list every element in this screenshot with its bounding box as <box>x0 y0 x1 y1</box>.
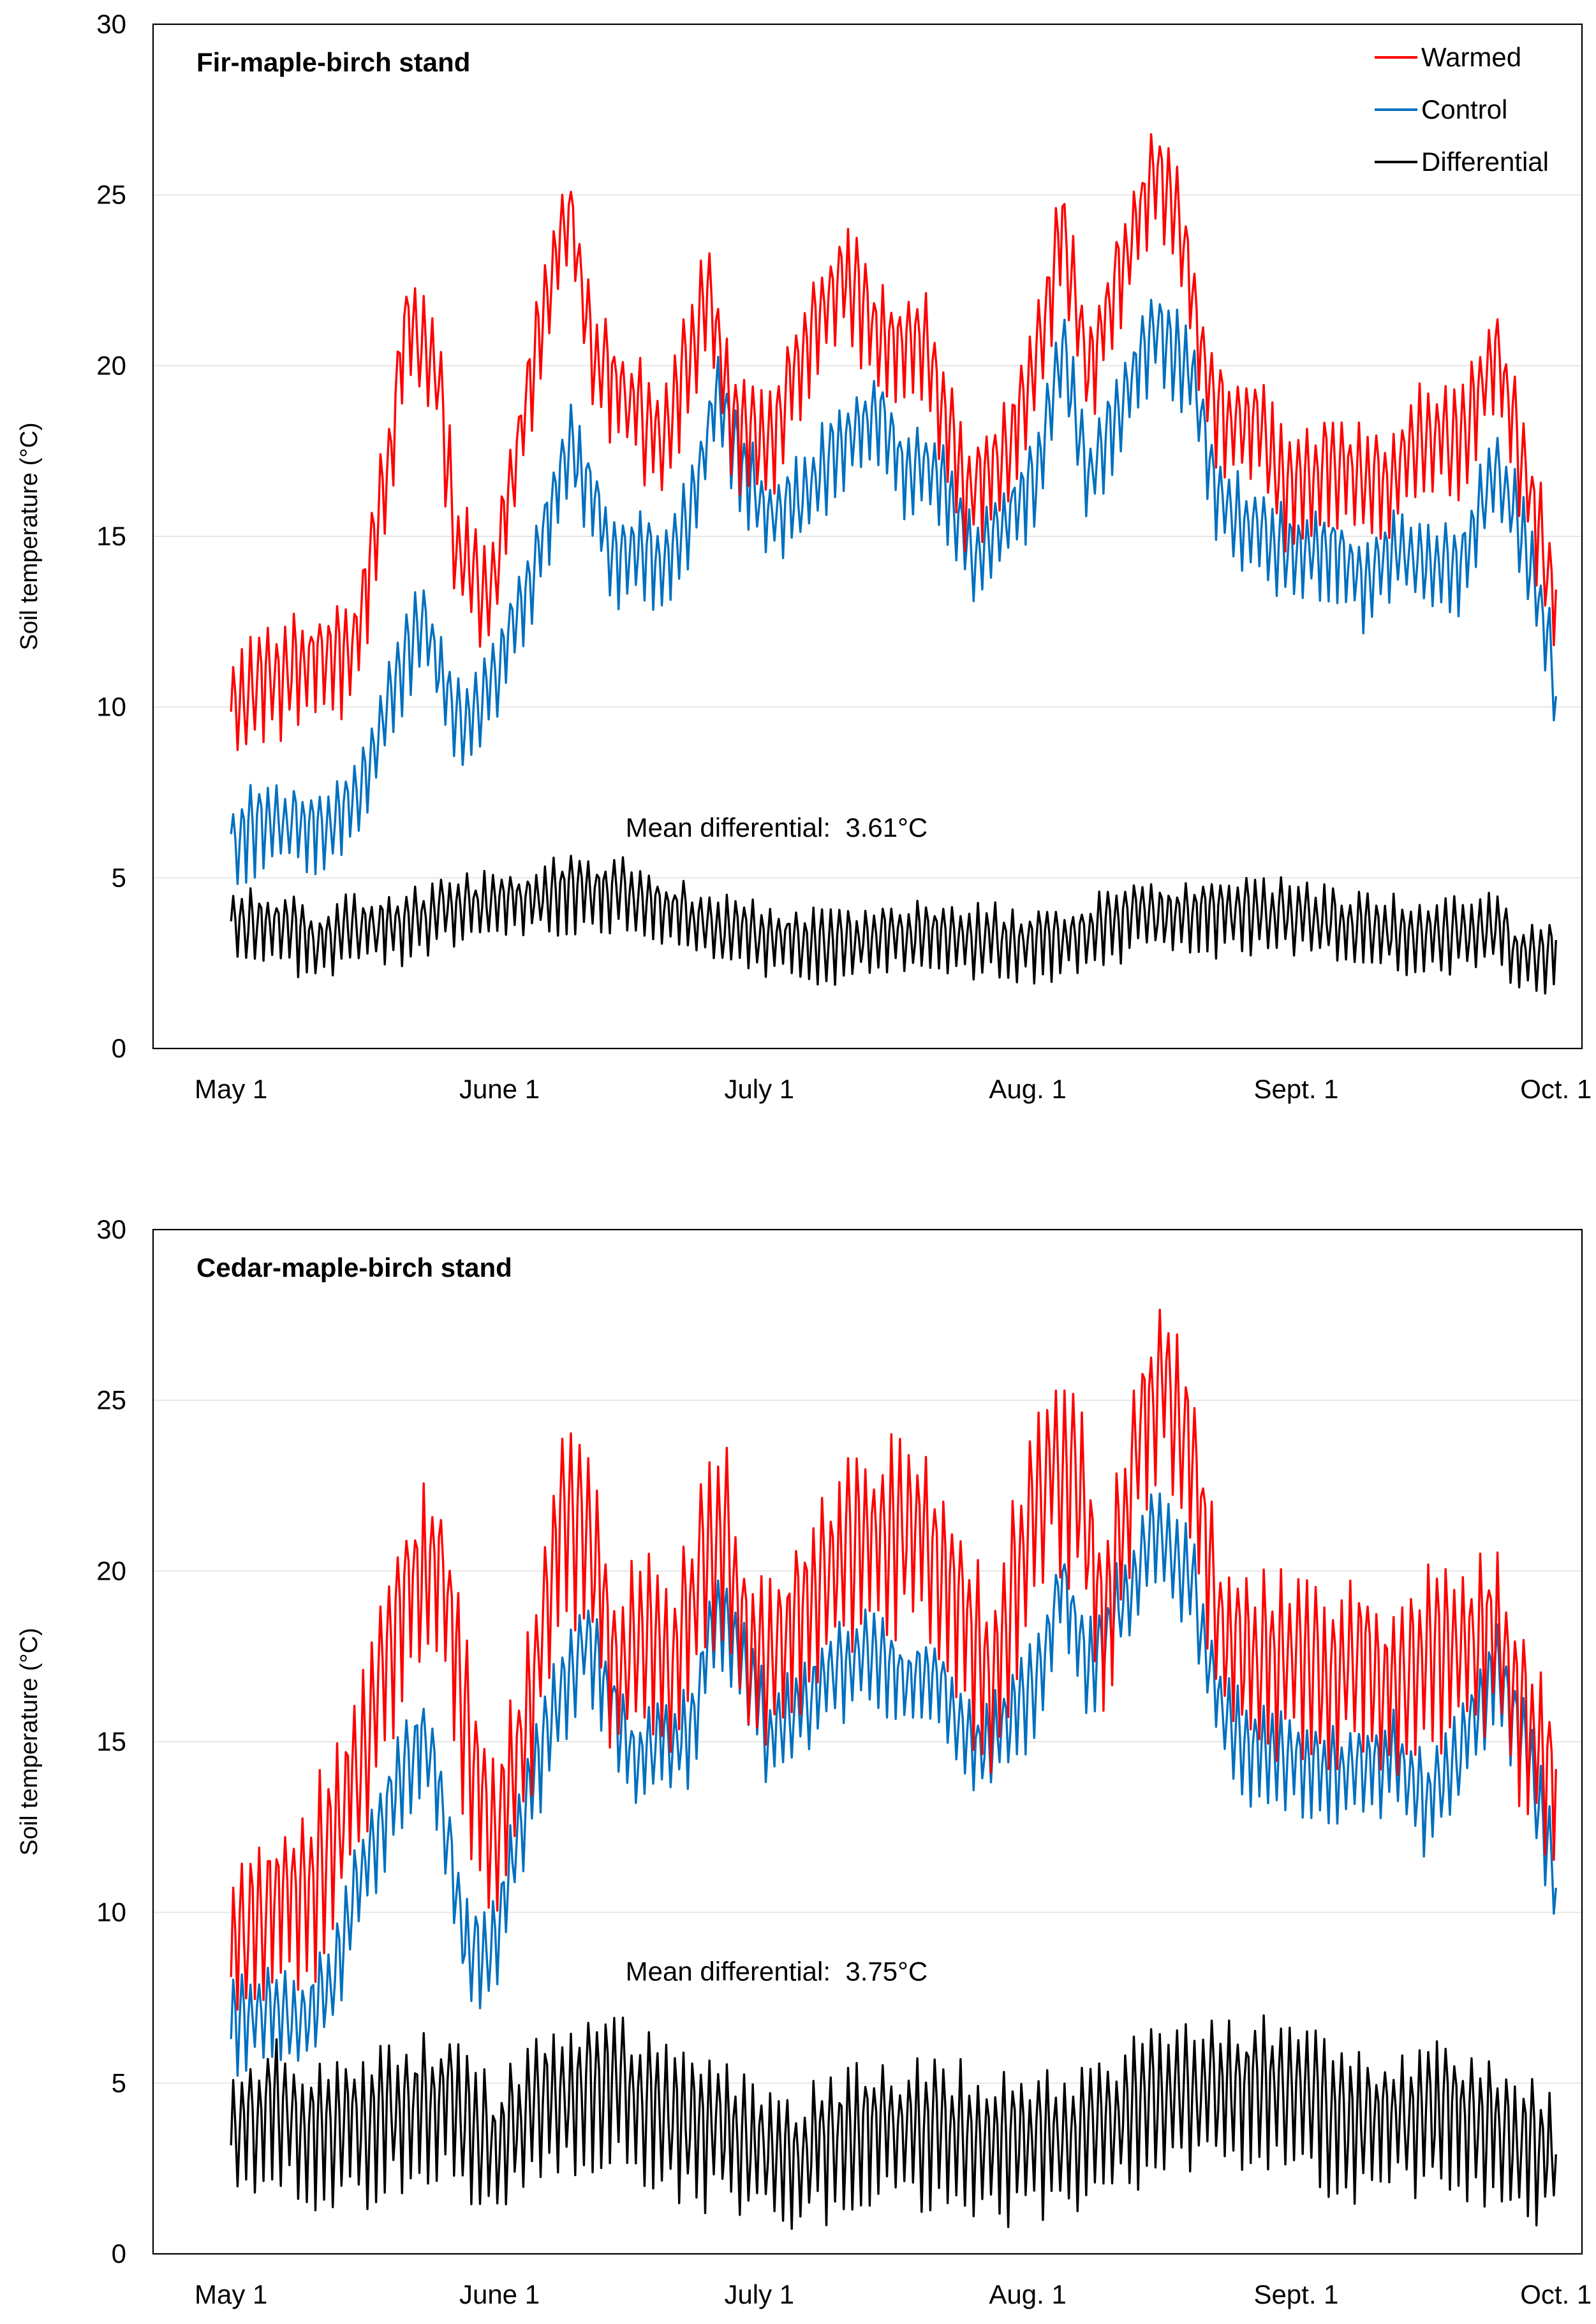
y-tick-label: 0 <box>112 2239 126 2269</box>
chart-cedar-maple-birch: 0 5 10 15 20 25 30 May 1 June 1 July 1 Aug. 1 Sept… <box>16 1214 1592 2309</box>
y-tick-label: 10 <box>96 1897 126 1927</box>
mean-differential-annotation: Mean differential: 3.61°C <box>626 813 928 842</box>
series-line-warmed <box>230 133 1557 751</box>
y-tick-label: 25 <box>96 1385 126 1415</box>
x-tick-label: Aug. 1 <box>989 1074 1066 1104</box>
x-tick-label: July 1 <box>724 1074 794 1104</box>
x-tick-label: June 1 <box>459 1074 540 1104</box>
y-tick-label: 30 <box>96 1214 126 1244</box>
x-tick-label: July 1 <box>724 2279 794 2309</box>
x-axis-ticks: May 1 June 1 July 1 Aug. 1 Sept. 1 Oct. 1 <box>195 2279 1592 2309</box>
x-tick-label: Oct. 1 <box>1520 1074 1592 1104</box>
chart-title: Cedar-maple-birch stand <box>196 1253 512 1283</box>
y-axis-label: Soil temperature (°C) <box>16 1628 43 1855</box>
series-line-control <box>230 298 1557 885</box>
y-tick-label: 5 <box>112 862 126 892</box>
series-line-differential <box>230 855 1557 995</box>
x-tick-label: May 1 <box>195 1074 267 1104</box>
y-axis-label: Soil temperature (°C) <box>16 422 43 650</box>
legend: Warmed Control Differential <box>1375 42 1549 177</box>
x-tick-label: Aug. 1 <box>989 2279 1066 2309</box>
chart-title: Fir-maple-birch stand <box>196 47 470 77</box>
y-tick-label: 15 <box>96 1726 126 1756</box>
x-tick-label: Sept. 1 <box>1253 1074 1338 1104</box>
y-tick-label: 25 <box>96 180 126 210</box>
plot-frame <box>152 23 1583 1050</box>
x-axis-ticks: May 1 June 1 July 1 Aug. 1 Sept. 1 Oct. 1 <box>195 1074 1592 1104</box>
x-tick-label: June 1 <box>459 2279 540 2309</box>
y-tick-label: 10 <box>96 692 126 722</box>
y-tick-label: 15 <box>96 521 126 551</box>
legend-label-differential: Differential <box>1421 147 1549 177</box>
y-tick-label: 30 <box>96 9 126 39</box>
series-layer <box>230 1309 1557 2230</box>
x-tick-label: Oct. 1 <box>1520 2279 1592 2309</box>
chart-fir-maple-birch: 0 5 10 15 20 25 30 May 1 June 1 July 1 Aug. 1 Sept… <box>16 9 1592 1104</box>
series-line-warmed <box>230 1309 1557 2011</box>
plot-frame <box>152 1228 1583 2255</box>
x-tick-label: May 1 <box>195 2279 267 2309</box>
series-line-control <box>230 1492 1557 2077</box>
mean-differential-annotation: Mean differential: 3.75°C <box>626 1957 928 1987</box>
x-tick-label: Sept. 1 <box>1253 2279 1338 2309</box>
legend-label-control: Control <box>1421 94 1507 124</box>
y-tick-label: 20 <box>96 1555 126 1585</box>
y-tick-label: 20 <box>96 350 126 380</box>
y-tick-label: 5 <box>112 2068 126 2098</box>
y-axis-ticks: 0 5 10 15 20 25 30 <box>96 9 126 1063</box>
series-line-differential <box>230 2014 1557 2230</box>
legend-label-warmed: Warmed <box>1421 42 1521 72</box>
series-layer <box>230 133 1557 995</box>
y-tick-label: 0 <box>112 1033 126 1063</box>
y-axis-ticks: 0 5 10 15 20 25 30 <box>96 1214 126 2269</box>
